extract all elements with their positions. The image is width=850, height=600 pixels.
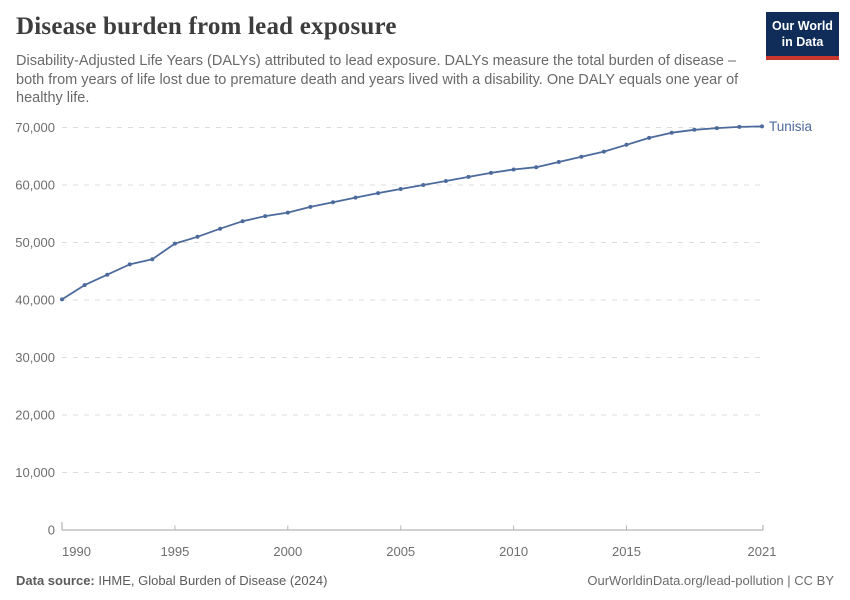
y-tick-label: 0 <box>48 523 55 538</box>
data-point <box>579 154 584 159</box>
data-point <box>601 149 606 154</box>
data-source-label: Data source: <box>16 573 95 588</box>
footer-link[interactable]: OurWorldinData.org/lead-pollution | CC B… <box>587 573 834 588</box>
x-tick-label: 2021 <box>748 544 777 559</box>
data-point <box>692 127 697 132</box>
y-tick-label: 70,000 <box>15 120 55 135</box>
x-tick-label: 2005 <box>386 544 415 559</box>
data-point <box>647 135 652 140</box>
series-line <box>61 125 763 301</box>
data-point <box>466 174 471 179</box>
data-point <box>737 124 742 129</box>
data-point <box>760 124 764 129</box>
y-tick-label: 20,000 <box>15 408 55 423</box>
chart-footer: Data source: IHME, Global Burden of Dise… <box>16 573 834 588</box>
data-source: Data source: IHME, Global Burden of Dise… <box>16 573 327 588</box>
data-point <box>308 204 313 209</box>
owid-logo: Our World in Data <box>766 12 839 60</box>
data-point <box>263 214 268 219</box>
data-point <box>331 200 335 205</box>
data-point <box>489 170 493 175</box>
data-point <box>240 219 245 224</box>
entity-label: Tunisia <box>769 119 813 134</box>
data-point <box>150 257 155 262</box>
owid-logo-line2: in Data <box>781 35 824 50</box>
x-tick-label: 1995 <box>160 544 189 559</box>
x-tick-label: 1990 <box>62 544 91 559</box>
x-axis <box>61 522 764 531</box>
data-point <box>714 126 719 131</box>
data-point <box>195 234 200 239</box>
data-point <box>127 262 132 267</box>
y-tick-label: 10,000 <box>15 465 55 480</box>
x-tick-label: 2000 <box>273 544 302 559</box>
data-point <box>534 165 539 170</box>
data-point <box>556 160 561 164</box>
x-tick-label: 2010 <box>499 544 528 559</box>
y-tick-label: 50,000 <box>15 235 55 250</box>
chart-subtitle: Disability-Adjusted Life Years (DALYs) a… <box>16 53 739 107</box>
data-point <box>443 179 448 183</box>
data-line <box>61 125 763 301</box>
y-tick-label: 30,000 <box>15 350 55 365</box>
data-point <box>218 226 223 231</box>
x-tick-label: 2015 <box>612 544 641 559</box>
owid-logo-line1: Our World <box>772 19 833 33</box>
data-point <box>172 241 177 246</box>
page-title: Disease burden from lead exposure <box>16 13 397 40</box>
axis-labels: 0 10,000 20,000 30,000 40,000 50,000 60,000 70,… <box>15 120 776 559</box>
data-point <box>511 167 516 172</box>
entity-label: Tunisia <box>769 119 813 134</box>
data-point <box>285 210 290 215</box>
data-point <box>82 283 87 288</box>
data-point <box>398 187 403 191</box>
data-point <box>376 191 381 196</box>
data-point <box>669 130 674 135</box>
data-point <box>421 183 426 187</box>
data-point <box>105 272 110 277</box>
y-gridlines <box>62 127 766 473</box>
data-point <box>624 142 629 147</box>
y-tick-label: 60,000 <box>15 178 55 193</box>
data-point <box>60 297 64 302</box>
data-source-text: IHME, Global Burden of Disease (2024) <box>94 573 328 588</box>
data-point <box>353 195 358 200</box>
series-points <box>60 124 764 302</box>
y-tick-label: 40,000 <box>15 293 55 308</box>
